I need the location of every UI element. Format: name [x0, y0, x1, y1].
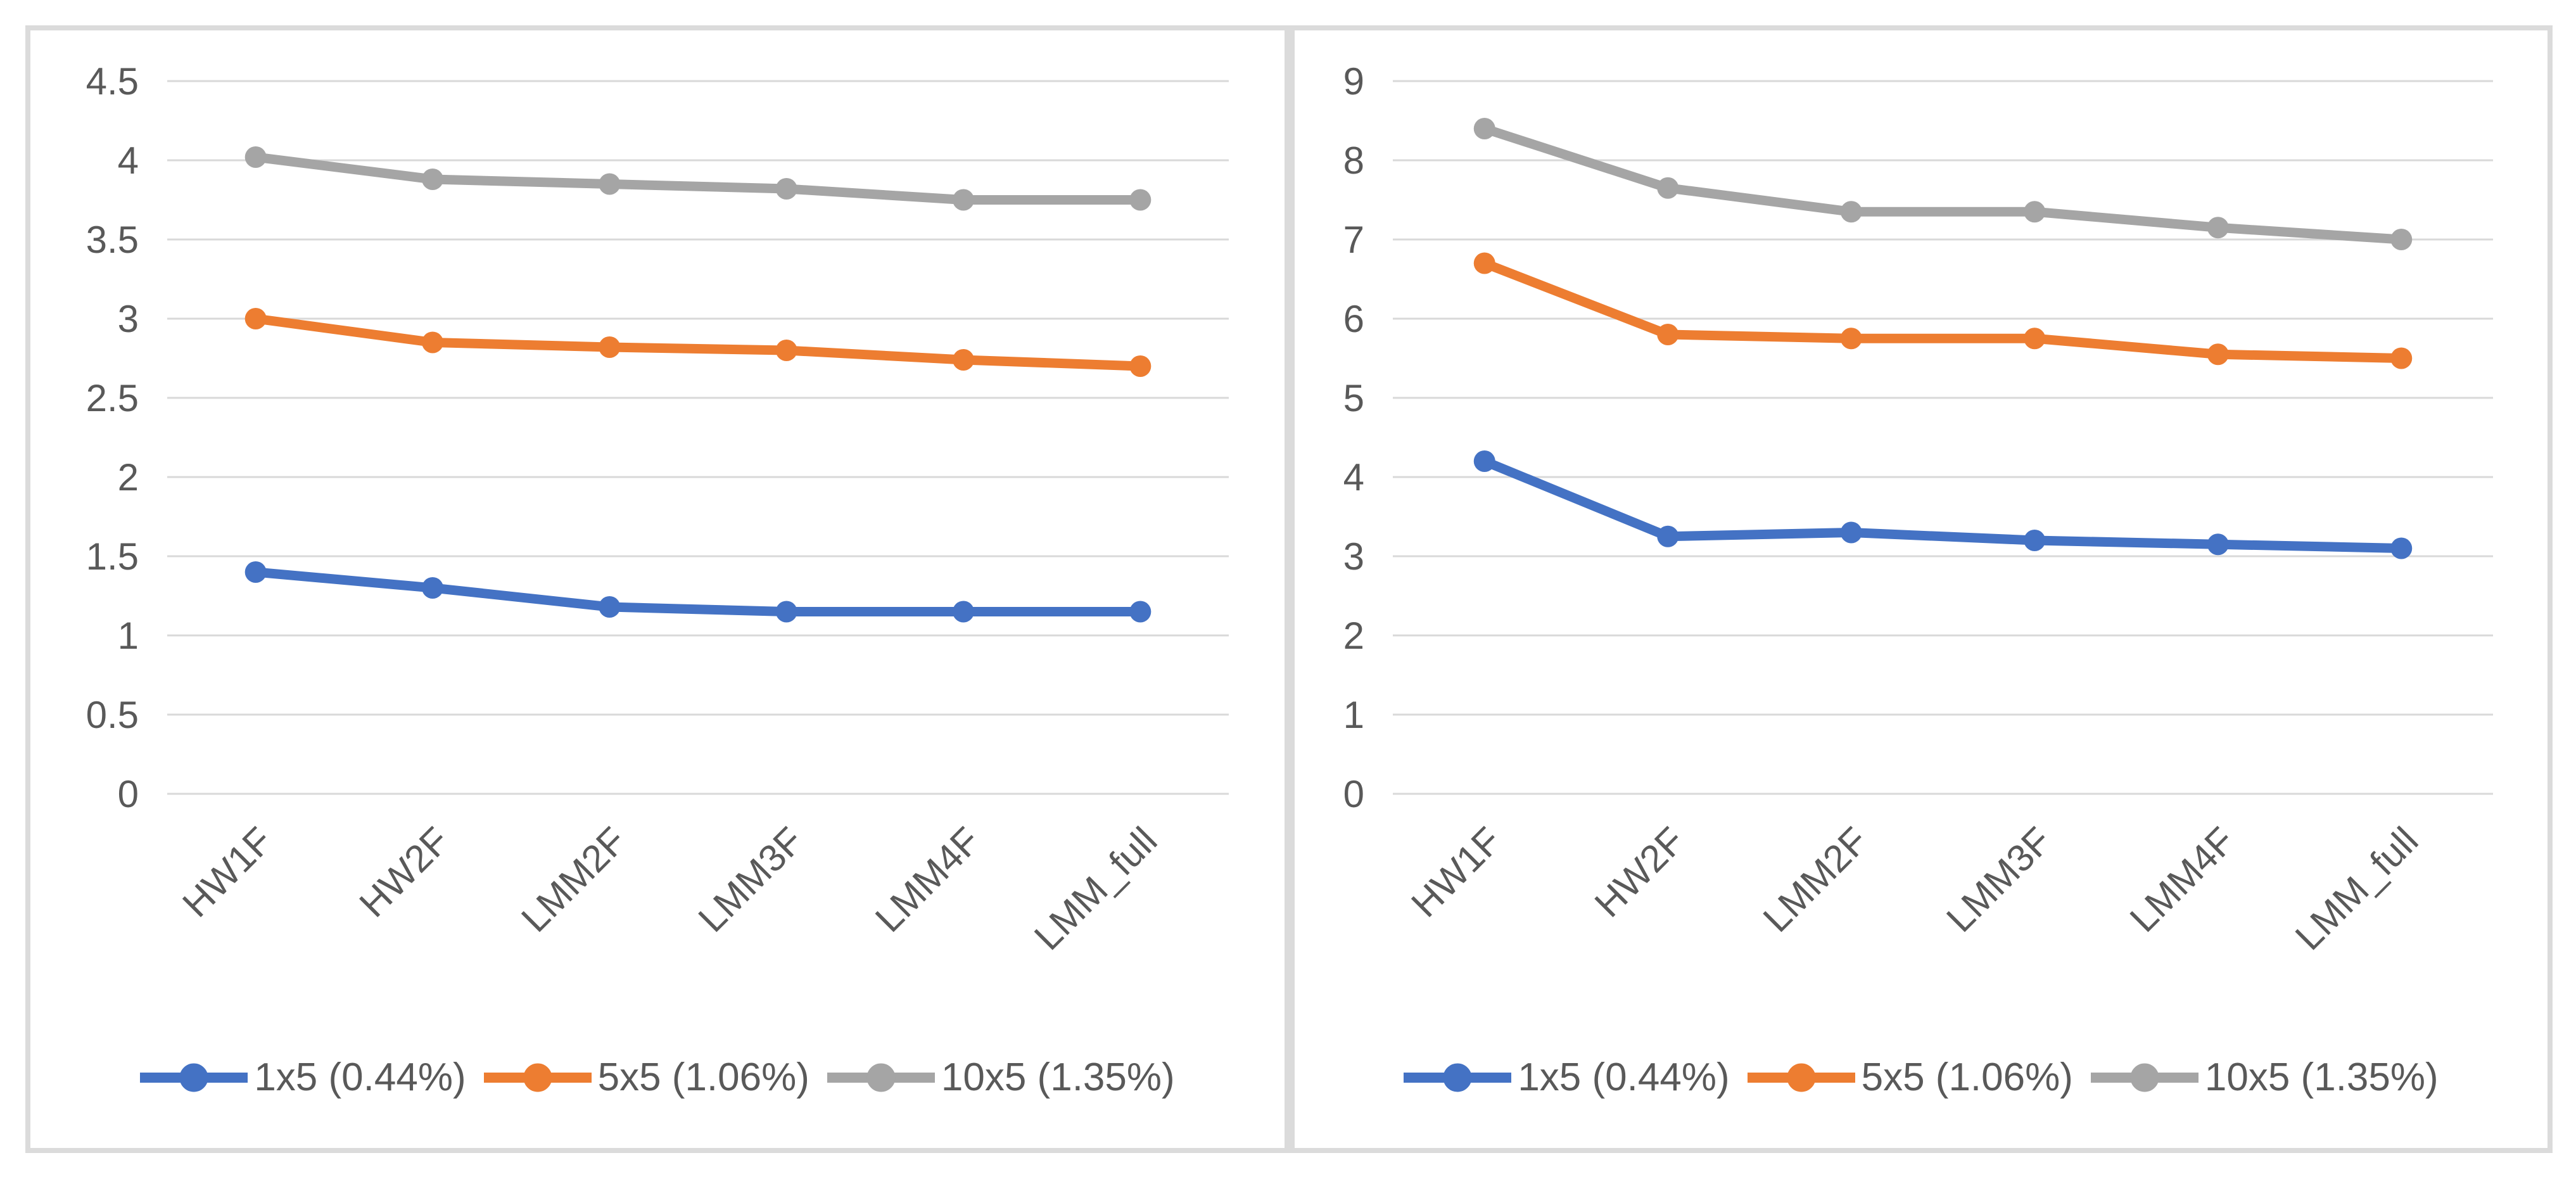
y-axis-tick-label: 3 [118, 298, 139, 340]
line-marker-icon [1747, 1063, 1855, 1092]
data-point-marker [775, 178, 797, 200]
legend-label: 1x5 (0.44%) [254, 1055, 466, 1099]
y-axis-tick-label: 2.5 [86, 377, 139, 419]
y-axis-tick-label: 4 [1343, 456, 1364, 499]
line-marker-icon [483, 1063, 592, 1092]
y-axis-tick-label: 9 [1343, 60, 1364, 103]
data-point-marker [953, 189, 974, 211]
y-axis-tick-label: 1 [118, 615, 139, 657]
legend-item-10x5: 10x5 (1.35%) [2090, 1055, 2439, 1100]
legend-item-1x5: 1x5 (0.44%) [140, 1055, 466, 1100]
x-axis-label: LMM3F [690, 819, 811, 940]
right-chart-legend: 1x5 (0.44%) 5x5 (1.06%) 10x5 (1.35%) [1295, 1043, 2547, 1112]
series-line [1480, 456, 2406, 553]
line-marker-icon [140, 1063, 248, 1092]
y-axis-tick-label: 0 [118, 773, 139, 815]
legend-label: 10x5 (1.35%) [941, 1055, 1175, 1099]
y-axis-tick-label: 8 [1343, 139, 1364, 182]
data-point-marker [1129, 355, 1152, 377]
data-point-marker [953, 349, 974, 371]
data-point-marker [1129, 601, 1152, 623]
x-axis-label: LMM4F [867, 819, 988, 940]
legend-item-5x5: 5x5 (1.06%) [483, 1055, 809, 1100]
data-point-marker [422, 577, 443, 599]
x-axis-label: HW2F [1587, 819, 1693, 926]
series-line [251, 567, 1145, 616]
x-axis-label: LMM2F [1755, 819, 1876, 940]
x-axis-label: LMM2F [513, 819, 634, 940]
y-axis-tick-label: 0 [1343, 773, 1364, 815]
data-point-marker [1473, 118, 1495, 139]
line-marker-icon [1404, 1063, 1512, 1092]
y-axis-tick-label: 4.5 [86, 60, 139, 103]
data-point-marker [244, 561, 267, 583]
x-axis-label: HW1F [1403, 819, 1509, 926]
series-line [251, 314, 1145, 371]
y-axis-tick-label: 1.5 [86, 535, 139, 578]
legend-item-10x5: 10x5 (1.35%) [827, 1055, 1175, 1100]
data-point-marker [1657, 177, 1679, 199]
data-point-marker [1657, 324, 1679, 345]
x-axis-label: LMM4F [2122, 819, 2243, 940]
y-axis-tick-label: 2 [1343, 615, 1364, 657]
data-point-marker [1129, 189, 1152, 211]
data-point-marker [599, 336, 621, 358]
x-axis-label: HW2F [352, 819, 458, 926]
data-point-marker [2390, 229, 2413, 250]
data-point-marker [2024, 530, 2046, 551]
data-point-marker [599, 596, 621, 618]
y-axis-tick-label: 3 [1343, 535, 1364, 578]
data-point-marker [1840, 201, 1862, 223]
series-line [1480, 258, 2406, 363]
legend-item-5x5: 5x5 (1.06%) [1747, 1055, 2073, 1100]
data-point-marker [1840, 328, 1862, 350]
data-point-marker [2024, 328, 2046, 350]
legend-item-1x5: 1x5 (0.44%) [1404, 1055, 1730, 1100]
x-axis-label: LMM_full [1026, 819, 1165, 958]
data-point-marker [2207, 217, 2229, 239]
data-point-marker [2390, 537, 2413, 559]
data-point-marker [2207, 343, 2229, 366]
data-point-marker [953, 601, 974, 623]
y-axis-tick-label: 1 [1343, 694, 1364, 736]
data-point-marker [1473, 450, 1495, 472]
x-axis-label: HW1F [174, 819, 281, 926]
left-chart-panel: 0 0.5 1 1.5 2 2.5 3 3.5 4 4.5 HW1F HW2F LMM2F LMM3F LM… [25, 25, 1290, 1153]
left-line-chart: 0 0.5 1 1.5 2 2.5 3 3.5 4 4.5 HW1F HW2F LMM2F LMM3F LM… [86, 60, 1229, 958]
data-point-marker [1840, 521, 1862, 544]
y-axis-tick-label: 6 [1343, 298, 1364, 340]
series-line [1480, 124, 2406, 245]
y-axis-tick-label: 2 [118, 456, 139, 499]
y-axis-tick-label: 4 [118, 139, 139, 182]
data-point-marker [1473, 252, 1495, 274]
data-point-marker [244, 308, 267, 329]
left-chart-legend: 1x5 (0.44%) 5x5 (1.06%) 10x5 (1.35%) [30, 1043, 1285, 1112]
y-axis-tick-label: 5 [1343, 377, 1364, 419]
series-line [251, 152, 1145, 205]
legend-label: 10x5 (1.35%) [2204, 1055, 2439, 1099]
x-axis-label: LMM_full [2287, 819, 2426, 958]
data-point-marker [775, 601, 797, 623]
right-chart-panel: 0 1 2 3 4 5 6 7 8 9 HW1F HW2F LMM2F LMM3F LMM4F LMM_ful… [1290, 25, 2553, 1153]
right-line-chart: 0 1 2 3 4 5 6 7 8 9 HW1F HW2F LMM2F LMM3F LMM4F LMM_ful… [1343, 60, 2493, 958]
line-marker-icon [2090, 1063, 2198, 1092]
data-point-marker [244, 146, 267, 168]
data-point-marker [1657, 525, 1679, 547]
x-axis-label: LMM3F [1938, 819, 2059, 940]
line-marker-icon [827, 1063, 935, 1092]
data-point-marker [775, 340, 797, 361]
data-point-marker [2390, 347, 2413, 369]
data-point-marker [2207, 533, 2229, 556]
legend-label: 1x5 (0.44%) [1518, 1055, 1730, 1099]
data-point-marker [2024, 201, 2046, 223]
y-axis-tick-label: 7 [1343, 219, 1364, 261]
y-axis-tick-label: 3.5 [86, 219, 139, 261]
legend-label: 5x5 (1.06%) [597, 1055, 809, 1099]
data-point-marker [422, 331, 443, 354]
legend-label: 5x5 (1.06%) [1861, 1055, 2073, 1099]
data-point-marker [599, 173, 621, 195]
data-point-marker [422, 169, 443, 190]
y-axis-tick-label: 0.5 [86, 694, 139, 736]
